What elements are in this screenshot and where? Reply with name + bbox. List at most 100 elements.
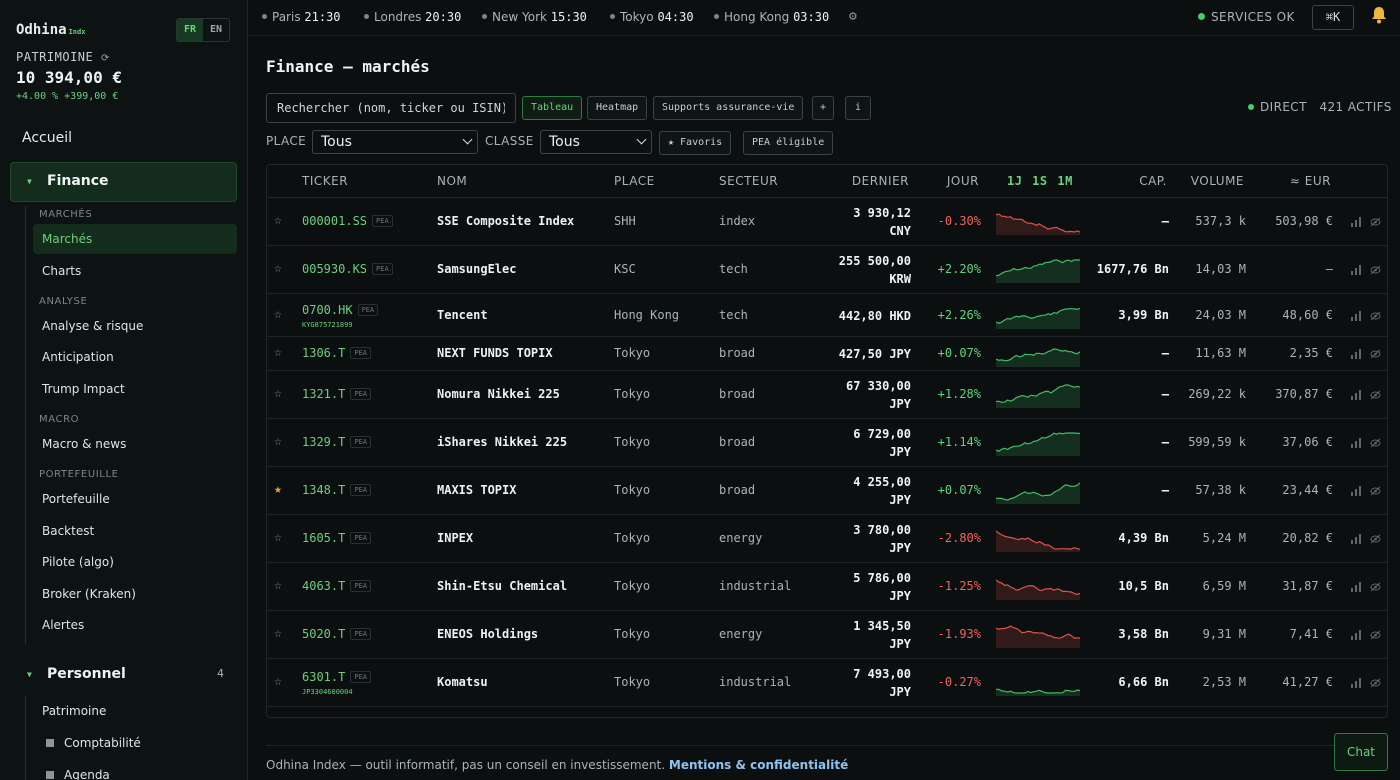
favorite-star-icon[interactable]: ☆ [274,386,282,401]
ticker-cell[interactable]: 1605.T PEA [302,531,372,545]
classe-select[interactable]: Tous [540,130,652,154]
favorite-star-icon[interactable]: ☆ [274,674,282,689]
favorite-star-icon[interactable]: ☆ [274,261,282,276]
col-dernier[interactable]: DERNIER [851,174,909,188]
ticker-cell[interactable]: 4063.T PEA [302,579,372,593]
favorite-star-icon[interactable]: ☆ [274,213,282,228]
chart-icon[interactable] [1351,390,1361,400]
col-eur[interactable]: ≈ EUR [1289,174,1331,188]
favorite-star-icon[interactable]: ☆ [274,306,282,322]
chart-icon[interactable] [1351,486,1361,496]
ticker-cell[interactable]: 000001.SS PEA [302,214,393,228]
nav-marches[interactable]: Marchés [42,232,93,246]
ticker-cell[interactable]: 5020.T PEA [302,627,372,641]
command-palette-button[interactable]: ⌘K [1312,5,1354,30]
hide-icon[interactable] [1370,265,1381,275]
nav-finance-section[interactable] [10,162,237,202]
hide-icon[interactable] [1370,678,1381,688]
table-row[interactable]: ☆ 1329.T PEA iShares Nikkei 225 Tokyo broad 6 … [267,419,1387,467]
hide-icon[interactable] [1370,630,1381,640]
chart-icon[interactable] [1351,534,1361,544]
favorite-star-icon[interactable]: ☆ [274,578,282,593]
pea-filter-button[interactable]: PEA éligible [743,131,834,155]
hide-icon[interactable] [1370,390,1381,400]
refresh-icon[interactable]: ⟳ [100,53,110,64]
nav-macro-news[interactable]: Macro & news [42,437,127,451]
ticker-cell[interactable]: 1321.T PEA [302,387,372,401]
nav-portefeuille[interactable]: Portefeuille [42,492,110,506]
col-nom[interactable]: NOM [437,174,468,188]
favorite-star-icon[interactable]: ☆ [274,345,282,360]
col-period-switch[interactable]: 1J 1S 1M [1007,174,1073,188]
nav-analyse-risque[interactable]: Analyse & risque [42,319,144,333]
col-cap[interactable]: CAP. [1139,174,1167,188]
table-row[interactable]: ☆ 000001.SS PEA SSE Composite Index SHH index… [267,198,1387,246]
nav-patrimoine[interactable]: Patrimoine [42,704,107,718]
table-row[interactable]: ★ 1348.T PEA MAXIS TOPIX Tokyo broad 4 255,00 J… [267,467,1387,515]
col-volume[interactable]: VOLUME [1190,174,1244,188]
nav-anticipation[interactable]: Anticipation [42,350,114,364]
info-button[interactable]: i [845,96,872,120]
table-row[interactable]: ☆ 0700.HK PEA KYG875721899 Tencent Hong Kong t… [267,294,1387,337]
favorite-star-icon[interactable]: ☆ [274,530,282,545]
hide-icon[interactable] [1370,582,1381,592]
nav-pilote[interactable]: Pilote (algo) [42,555,114,569]
table-row[interactable]: ☆ 4063.T PEA Shin-Etsu Chemical Tokyo industr… [267,563,1387,611]
col-secteur[interactable]: SECTEUR [719,174,779,188]
nav-finance-title[interactable]: Finance [47,173,109,189]
chat-button[interactable]: Chat [1334,733,1388,771]
table-row[interactable]: ☆ 6301.T PEA JP3304600004 Komatsu Tokyo indust… [267,659,1387,707]
gear-icon[interactable]: ⚙ [849,9,857,24]
nav-trump-impact[interactable]: Trump Impact [42,382,125,396]
hide-icon[interactable] [1370,349,1381,359]
brand-logo[interactable]: Odhina Indx [16,22,86,38]
table-row[interactable]: ☆ 5020.T PEA ENEOS Holdings Tokyo energy 1 345… [267,611,1387,659]
nav-backtest[interactable]: Backtest [42,524,95,538]
ticker-cell[interactable]: 005930.KS PEA [302,262,393,276]
hide-icon[interactable] [1370,486,1381,496]
tab-heatmap[interactable]: Heatmap [587,96,648,120]
ticker-cell[interactable]: 0700.HK PEA [302,303,379,317]
favorite-star-icon[interactable]: ☆ [274,434,282,449]
nav-comptabilite[interactable]: Comptabilité [46,736,141,750]
add-button[interactable]: + [812,96,835,120]
hide-icon[interactable] [1370,311,1381,321]
favorite-star-icon[interactable]: ☆ [274,626,282,641]
table-row[interactable]: ☆ 1306.T PEA NEXT FUNDS TOPIX Tokyo broad 427,… [267,337,1387,371]
hide-icon[interactable] [1370,438,1381,448]
chart-icon[interactable] [1351,678,1361,688]
tab-supports-assurance-vie[interactable]: Supports assurance-vie [653,96,804,120]
nav-accueil[interactable]: Accueil [22,130,72,146]
ticker-cell[interactable]: 1306.T PEA [302,346,372,360]
nav-agenda[interactable]: Agenda [46,768,110,780]
nav-charts[interactable]: Charts [42,264,82,278]
table-row[interactable]: ☆ 005930.KS PEA SamsungElec KSC tech 255 500,0… [267,246,1387,294]
favoris-filter-button[interactable]: ★ Favoris [659,131,732,155]
lang-fr-button[interactable]: FR [177,19,203,41]
ticker-cell[interactable]: 6301.T PEA [302,670,372,684]
nav-broker[interactable]: Broker (Kraken) [42,587,136,601]
hide-icon[interactable] [1370,534,1381,544]
col-ticker[interactable]: TICKER [302,174,349,188]
bell-icon[interactable] [1371,6,1387,24]
chart-icon[interactable] [1351,438,1361,448]
chart-icon[interactable] [1351,630,1361,640]
table-row[interactable]: ☆ 1605.T PEA INPEX Tokyo energy 3 780,00 JPY -2.… [267,515,1387,563]
chart-icon[interactable] [1351,310,1361,321]
nav-alertes[interactable]: Alertes [42,618,85,632]
chart-icon[interactable] [1351,265,1361,275]
ticker-cell[interactable]: 1329.T PEA [302,435,372,449]
favorite-star-icon[interactable]: ★ [274,482,282,497]
ticker-cell[interactable]: 1348.T PEA [302,483,372,497]
search-input[interactable] [266,93,516,123]
hide-icon[interactable] [1370,217,1381,227]
col-place[interactable]: PLACE [614,174,655,188]
col-jour[interactable]: JOUR [946,174,979,188]
mentions-link[interactable]: Mentions & confidentialité [668,758,849,772]
chart-icon[interactable] [1351,217,1361,227]
chart-icon[interactable] [1351,349,1361,359]
table-row[interactable]: ☆ 1321.T PEA Nomura Nikkei 225 Tokyo broad 67 … [267,371,1387,419]
nav-personnel-title[interactable]: Personnel [47,666,126,682]
chart-icon[interactable] [1351,582,1361,592]
tab-tableau[interactable]: Tableau [522,96,583,120]
